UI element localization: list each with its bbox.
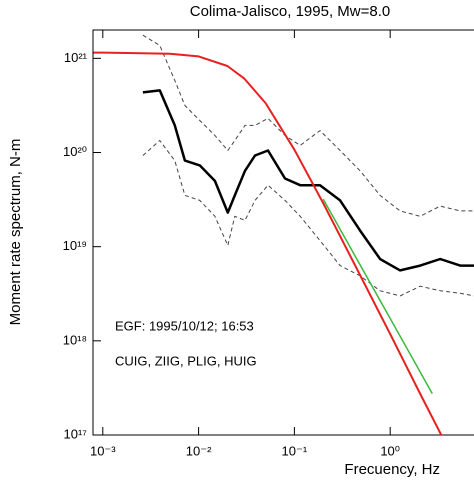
y-tick-label: 10²¹ xyxy=(64,50,88,65)
x-tick-label: 10⁻³ xyxy=(90,443,116,458)
y-axis-label: Moment rate spectrum, N-m xyxy=(7,139,24,326)
x-axis-label: Frecuency, Hz xyxy=(344,461,440,478)
plot-frame xyxy=(92,29,474,436)
x-tick-label: 10⁻² xyxy=(186,443,212,458)
series-line xyxy=(322,198,433,394)
series-line xyxy=(142,34,474,217)
y-tick-label: 10¹⁷ xyxy=(64,426,88,441)
chart-title: Colima-Jalisco, 1995, Mw=8.0 xyxy=(190,3,391,20)
series-line xyxy=(142,140,474,297)
series-line xyxy=(93,51,443,435)
x-tick-label: 10⁻¹ xyxy=(282,443,308,458)
y-tick-label: 10¹⁹ xyxy=(63,238,87,253)
annotation: CUIG, ZIIG, PLIG, HUIG xyxy=(115,353,257,368)
series-line xyxy=(142,89,474,272)
y-tick-label: 10¹⁸ xyxy=(63,332,87,347)
annotation: EGF: 1995/10/12; 16:53 xyxy=(115,318,254,333)
x-tick-label: 10⁰ xyxy=(380,443,400,458)
y-tick-label: 10²⁰ xyxy=(63,144,87,159)
